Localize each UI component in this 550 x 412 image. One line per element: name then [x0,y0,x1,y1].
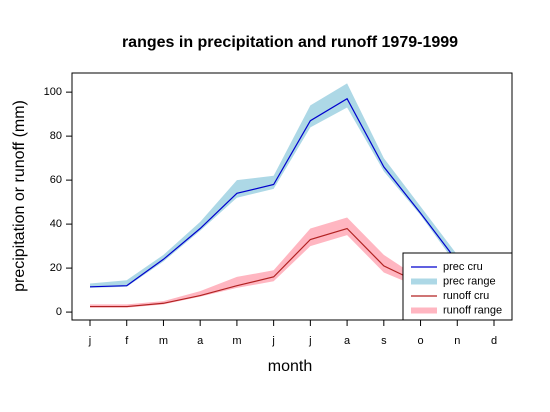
x-tick-label: o [417,335,423,347]
x-tick-label: d [491,335,497,347]
y-tick-label: 80 [50,130,62,142]
legend-label: prec cru [443,261,483,273]
plot-frame [71,72,513,321]
x-tick-label: f [125,335,129,347]
series-line [89,97,495,288]
legend-label: runoff cru [443,290,489,302]
x-axis-label: month [268,358,312,375]
x-tick-label: j [271,335,274,347]
x-tick-label: a [344,335,351,347]
x-tick-label: a [197,335,204,347]
legend-label: runoff range [443,304,502,316]
x-tick-label: j [308,335,311,347]
range-band [90,217,494,308]
x-tick-label: j [88,335,91,347]
y-tick-label: 20 [50,262,62,274]
x-tick-label: m [159,335,168,347]
y-tick-label: 40 [50,218,62,230]
y-tick-label: 60 [50,174,62,186]
y-axis-label: precipitation or runoff (mm) [11,100,28,292]
x-tick-label: m [232,335,241,347]
legend-label: prec range [443,275,496,287]
chart-title: ranges in precipitation and runoff 1979-… [122,34,458,51]
x-tick-label: n [454,335,460,347]
y-tick-label: 0 [56,306,62,318]
y-tick-label: 100 [44,86,62,98]
x-tick-label: s [381,335,387,347]
